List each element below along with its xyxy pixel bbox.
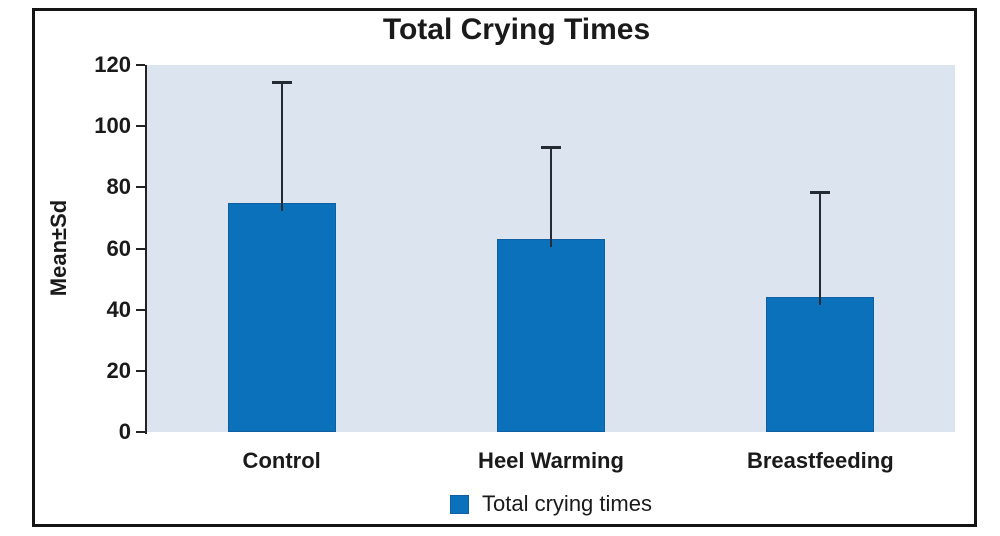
bar-heel-warming <box>497 239 605 432</box>
legend-label: Total crying times <box>482 491 652 516</box>
y-tick-label: 60 <box>106 235 131 261</box>
y-tick-label: 0 <box>118 419 131 444</box>
y-tick-mark <box>136 64 145 66</box>
error-bar-stem <box>550 147 552 248</box>
chart-area: Total Crying Times Mean±Sd Total crying … <box>35 11 974 524</box>
y-tick-mark <box>136 247 145 250</box>
chart-frame: Total Crying Times Mean±Sd Total crying … <box>32 8 977 527</box>
y-tick-label: 100 <box>94 113 131 139</box>
error-bar-cap <box>810 191 831 195</box>
y-tick-mark <box>136 125 145 128</box>
y-tick-mark <box>136 186 145 189</box>
y-tick-label: 40 <box>106 296 131 322</box>
y-axis-line <box>145 65 147 434</box>
y-tick-mark <box>136 431 145 433</box>
chart-title: Total Crying Times <box>382 13 651 46</box>
x-category-label: Heel Warming <box>478 448 624 473</box>
y-tick-label: 120 <box>94 52 131 77</box>
plot-area <box>147 65 955 432</box>
bar-breastfeeding <box>766 297 875 432</box>
x-category-label: Breastfeeding <box>746 448 894 473</box>
error-bar-stem <box>280 83 283 211</box>
error-bar-cap <box>541 145 561 149</box>
bar-control <box>227 202 336 432</box>
y-tick-mark <box>136 369 145 372</box>
y-tick-mark <box>136 308 145 311</box>
x-category-label: Control <box>242 448 321 473</box>
y-tick-label: 80 <box>106 174 131 200</box>
legend: Total crying times <box>147 488 955 520</box>
error-bar-stem <box>819 193 822 306</box>
y-tick-label: 20 <box>106 357 131 383</box>
error-bar-cap <box>271 81 292 85</box>
legend-swatch-icon <box>450 494 470 514</box>
